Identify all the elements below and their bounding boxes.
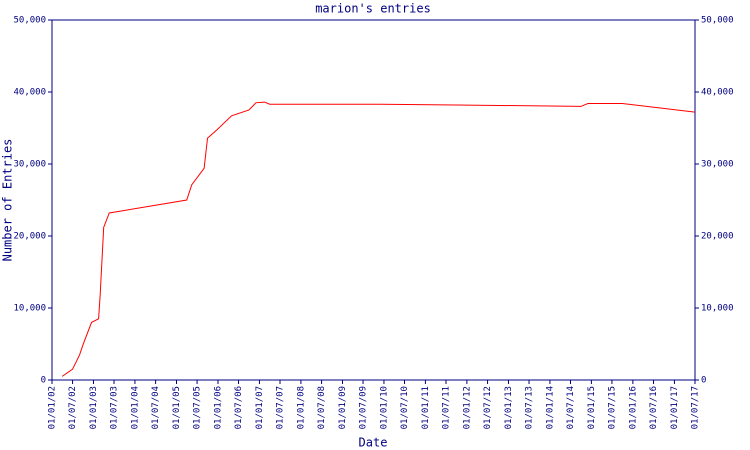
x-tick-label: 01/01/11 [421, 386, 431, 429]
x-tick-label: 01/07/07 [276, 386, 286, 429]
x-tick-label: 01/01/09 [338, 386, 348, 429]
y2-tick-label: 0 [701, 376, 706, 386]
x-tick-label: 01/01/04 [130, 386, 140, 429]
y2-tick-label: 50,000 [701, 16, 734, 26]
y2-tick-label: 20,000 [701, 232, 734, 242]
y-axis-label: Number of Entries [1, 139, 15, 262]
y-tick-label: 20,000 [13, 232, 46, 242]
x-tick-label: 01/07/09 [359, 386, 369, 429]
x-tick-label: 01/01/12 [462, 386, 472, 429]
y-tick-label: 30,000 [13, 160, 46, 170]
x-tick-label: 01/01/16 [628, 386, 638, 429]
x-tick-label: 01/01/10 [379, 386, 389, 429]
x-tick-label: 01/01/08 [296, 386, 306, 429]
y-tick-label: 0 [41, 376, 46, 386]
y-tick-label: 40,000 [13, 88, 46, 98]
data-line [61, 101, 696, 377]
y2-tick-label: 30,000 [701, 160, 734, 170]
x-tick-label: 01/01/02 [48, 386, 58, 429]
x-tick-label: 01/07/04 [151, 386, 161, 429]
x-tick-label: 01/07/17 [691, 386, 701, 429]
chart-title: marion's entries [315, 2, 431, 16]
x-tick-label: 01/07/10 [400, 386, 410, 429]
x-tick-label: 01/01/13 [504, 386, 514, 429]
y-tick-label: 50,000 [13, 16, 46, 26]
x-tick-label: 01/07/11 [441, 386, 451, 429]
x-tick-label: 01/07/05 [193, 386, 203, 429]
y-tick-label: 10,000 [13, 304, 46, 314]
x-tick-label: 01/07/08 [317, 386, 327, 429]
plot-frame [51, 19, 696, 381]
x-tick-label: 01/07/03 [110, 386, 120, 429]
y2-tick-label: 10,000 [701, 304, 734, 314]
x-tick-label: 01/07/15 [607, 386, 617, 429]
x-tick-label: 01/01/07 [255, 386, 265, 429]
x-tick-label: 01/07/14 [566, 386, 576, 429]
x-tick-label: 01/07/06 [234, 386, 244, 429]
x-tick-label: 01/01/03 [89, 386, 99, 429]
x-tick-label: 01/07/02 [68, 386, 78, 429]
x-tick-label: 01/01/15 [587, 386, 597, 429]
y2-tick-label: 40,000 [701, 88, 734, 98]
x-tick-label: 01/01/17 [670, 386, 680, 429]
x-axis-label: Date [359, 436, 388, 450]
x-tick-label: 01/07/12 [483, 386, 493, 429]
x-tick-label: 01/01/14 [545, 386, 555, 429]
x-tick-label: 01/01/06 [213, 386, 223, 429]
x-tick-label: 01/07/16 [649, 386, 659, 429]
x-tick-label: 01/01/05 [172, 386, 182, 429]
x-tick-label: 01/07/13 [525, 386, 535, 429]
